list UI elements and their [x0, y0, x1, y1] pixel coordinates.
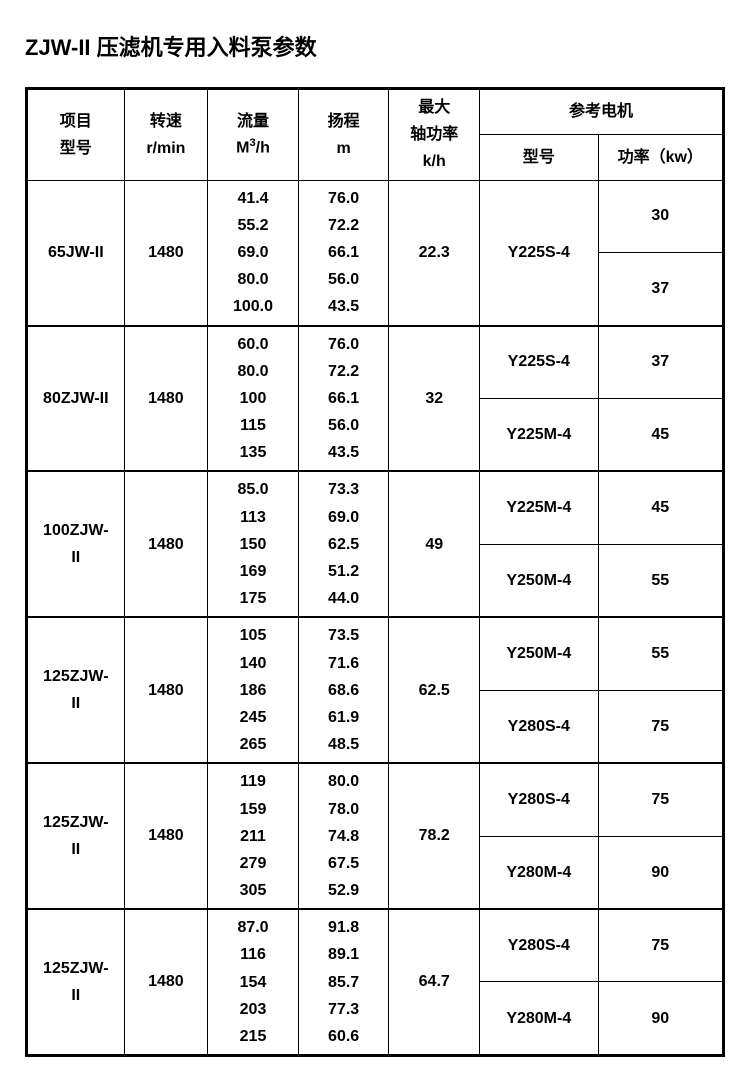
cell-motor-power: 45: [598, 398, 723, 471]
cell-model: 100ZJW- II: [27, 471, 125, 617]
pump-parameters-table: 项目 型号 转速 r/min 流量M3/h 扬程 m 最大 轴功率 k/h 参考…: [25, 87, 725, 1057]
cell-head: 73.3 69.0 62.5 51.2 44.0: [298, 471, 389, 617]
cell-shaft: 64.7: [389, 909, 480, 1055]
table-header: 项目 型号 转速 r/min 流量M3/h 扬程 m 最大 轴功率 k/h 参考…: [27, 89, 724, 181]
cell-model: 125ZJW- II: [27, 763, 125, 909]
cell-motor-power: 37: [598, 252, 723, 325]
cell-motor-model: Y280S-4: [480, 909, 598, 982]
cell-motor-power: 55: [598, 544, 723, 617]
cell-speed: 1480: [124, 326, 208, 472]
cell-speed: 1480: [124, 617, 208, 763]
cell-head: 73.5 71.6 68.6 61.9 48.5: [298, 617, 389, 763]
cell-motor-power: 75: [598, 909, 723, 982]
cell-motor-power: 75: [598, 690, 723, 763]
cell-motor-model: Y280M-4: [480, 836, 598, 909]
cell-head: 76.0 72.2 66.1 56.0 43.5: [298, 326, 389, 472]
cell-shaft: 49: [389, 471, 480, 617]
header-shaft: 最大 轴功率 k/h: [389, 89, 480, 181]
cell-speed: 1480: [124, 180, 208, 325]
table-body: 65JW-II148041.4 55.2 69.0 80.0 100.076.0…: [27, 180, 724, 1056]
cell-motor-power: 90: [598, 982, 723, 1056]
header-motor-power: 功率（kw）: [598, 135, 723, 180]
cell-shaft: 32: [389, 326, 480, 472]
cell-model: 65JW-II: [27, 180, 125, 325]
cell-shaft: 22.3: [389, 180, 480, 325]
cell-model: 125ZJW- II: [27, 909, 125, 1055]
cell-shaft: 78.2: [389, 763, 480, 909]
cell-motor-model: Y280S-4: [480, 763, 598, 836]
header-motor-model: 型号: [480, 135, 598, 180]
cell-motor-power: 37: [598, 326, 723, 399]
cell-motor-model: Y225M-4: [480, 471, 598, 544]
cell-speed: 1480: [124, 763, 208, 909]
cell-motor-power: 90: [598, 836, 723, 909]
cell-motor-power: 30: [598, 180, 723, 252]
cell-motor-model: Y225S-4: [480, 326, 598, 399]
cell-model: 125ZJW- II: [27, 617, 125, 763]
cell-flow: 85.0 113 150 169 175: [208, 471, 299, 617]
cell-motor-model: Y225S-4: [480, 180, 598, 325]
cell-head: 80.0 78.0 74.8 67.5 52.9: [298, 763, 389, 909]
cell-speed: 1480: [124, 909, 208, 1055]
header-model: 项目 型号: [27, 89, 125, 181]
cell-motor-model: Y280S-4: [480, 690, 598, 763]
cell-model: 80ZJW-II: [27, 326, 125, 472]
cell-flow: 87.0 116 154 203 215: [208, 909, 299, 1055]
cell-head: 76.0 72.2 66.1 56.0 43.5: [298, 180, 389, 325]
cell-motor-model: Y250M-4: [480, 617, 598, 690]
cell-flow: 119 159 211 279 305: [208, 763, 299, 909]
header-head: 扬程 m: [298, 89, 389, 181]
cell-motor-model: Y280M-4: [480, 982, 598, 1056]
cell-shaft: 62.5: [389, 617, 480, 763]
cell-flow: 60.0 80.0 100 115 135: [208, 326, 299, 472]
header-flow: 流量M3/h: [208, 89, 299, 181]
cell-speed: 1480: [124, 471, 208, 617]
cell-motor-power: 55: [598, 617, 723, 690]
cell-flow: 41.4 55.2 69.0 80.0 100.0: [208, 180, 299, 325]
header-speed: 转速 r/min: [124, 89, 208, 181]
cell-flow: 105 140 186 245 265: [208, 617, 299, 763]
cell-motor-power: 75: [598, 763, 723, 836]
cell-head: 91.8 89.1 85.7 77.3 60.6: [298, 909, 389, 1055]
header-motor-group: 参考电机: [480, 89, 724, 135]
cell-motor-power: 45: [598, 471, 723, 544]
cell-motor-model: Y250M-4: [480, 544, 598, 617]
cell-motor-model: Y225M-4: [480, 398, 598, 471]
page-title: ZJW-II 压滤机专用入料泵参数: [25, 30, 725, 62]
